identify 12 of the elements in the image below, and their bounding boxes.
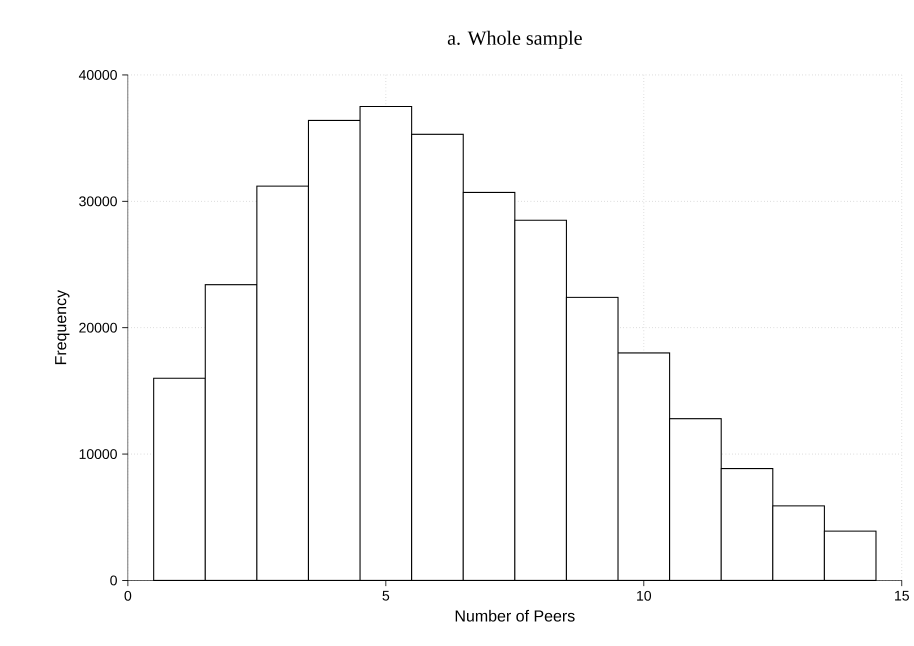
y-axis-title: Frequency [55,290,70,364]
x-tick-label: 5 [382,590,390,600]
y-tick-label: 40000 [78,70,117,80]
x-axis-title: Number of Peers [456,610,575,622]
y-tick-label: 30000 [79,196,117,206]
x-tick-label: 15 [895,590,909,600]
x-tick-label: 10 [637,590,652,601]
x-tick-label: 0 [124,590,132,601]
y-tick-label: 10000 [80,448,117,459]
y-tick-label: 0 [110,575,117,586]
y-tick-label: 20000 [79,322,117,332]
chart-title: a. Whole sample [448,30,582,49]
